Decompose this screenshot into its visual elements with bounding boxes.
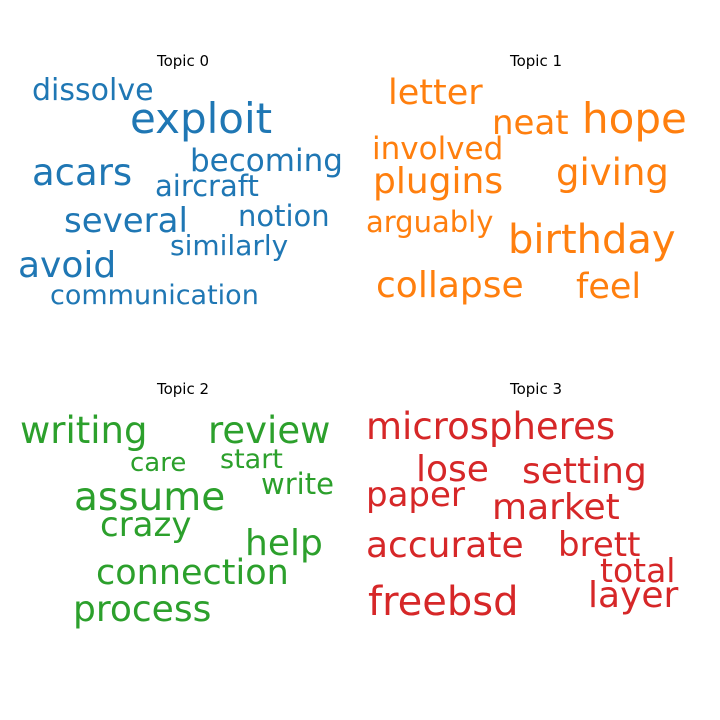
topic-0-word: notion — [238, 199, 330, 233]
topic-1-word: birthday — [508, 217, 676, 263]
topic-0-title: Topic 0 — [156, 52, 210, 70]
topic-2-panel: Topic 2 writing review care start write … — [0, 360, 360, 720]
topic-3-panel: Topic 3 microspheres lose setting paper … — [360, 360, 720, 720]
topic-1-title: Topic 1 — [509, 52, 563, 70]
topic-2-title: Topic 2 — [156, 380, 210, 398]
topic-0-word: becoming — [190, 143, 343, 179]
topic-2-word: connection — [96, 553, 289, 593]
topic-1-panel: Topic 1 letter neat hope involved plugin… — [360, 0, 720, 360]
topic-3-word: total — [600, 551, 676, 590]
topic-2-word: assume — [74, 475, 226, 520]
topic-0-word: communication — [50, 280, 259, 311]
topic-2-word: crazy — [100, 505, 192, 545]
topic-1-word: letter — [388, 73, 483, 113]
topic-0-word: acars — [32, 151, 133, 194]
topic-0-word: avoid — [18, 245, 117, 286]
topic-1-word: hope — [582, 94, 687, 143]
topic-2-word: process — [73, 589, 212, 630]
topic-3-word: freebsd — [368, 579, 519, 625]
topic-3-word: paper — [366, 475, 465, 515]
topic-1-word: plugins — [373, 161, 504, 202]
topic-3-word: lose — [416, 449, 489, 490]
topic-2-word: start — [220, 444, 283, 475]
topic-1-word: giving — [556, 151, 669, 194]
topic-3-word: setting — [522, 451, 647, 492]
topic-1-word: collapse — [376, 265, 524, 306]
topic-0-panel: Topic 0 dissolve exploit becoming acars … — [0, 0, 360, 360]
topic-2-word: help — [245, 523, 323, 564]
topic-1-word: involved — [372, 131, 504, 167]
topic-3-word: market — [492, 487, 620, 528]
topic-3-title: Topic 3 — [509, 380, 563, 398]
topic-3-word: brett — [558, 525, 641, 565]
topic-0-word: aircraft — [155, 169, 259, 203]
topic-0-word: several — [64, 201, 188, 241]
topic-3-word: accurate — [366, 525, 524, 566]
topic-2-word: writing — [20, 409, 148, 452]
topic-2-word: care — [130, 448, 187, 478]
topic-3-word: layer — [588, 575, 679, 616]
topic-1-word: feel — [576, 267, 642, 307]
topic-1-word: arguably — [366, 205, 494, 239]
topic-2-word: write — [261, 467, 334, 501]
topic-1-word: neat — [492, 103, 569, 143]
topic-2-word: review — [208, 409, 331, 452]
topic-3-word: microspheres — [366, 405, 616, 448]
topic-0-word: similarly — [170, 229, 289, 262]
topic-0-word: exploit — [130, 94, 273, 143]
topic-0-word: dissolve — [32, 73, 154, 108]
